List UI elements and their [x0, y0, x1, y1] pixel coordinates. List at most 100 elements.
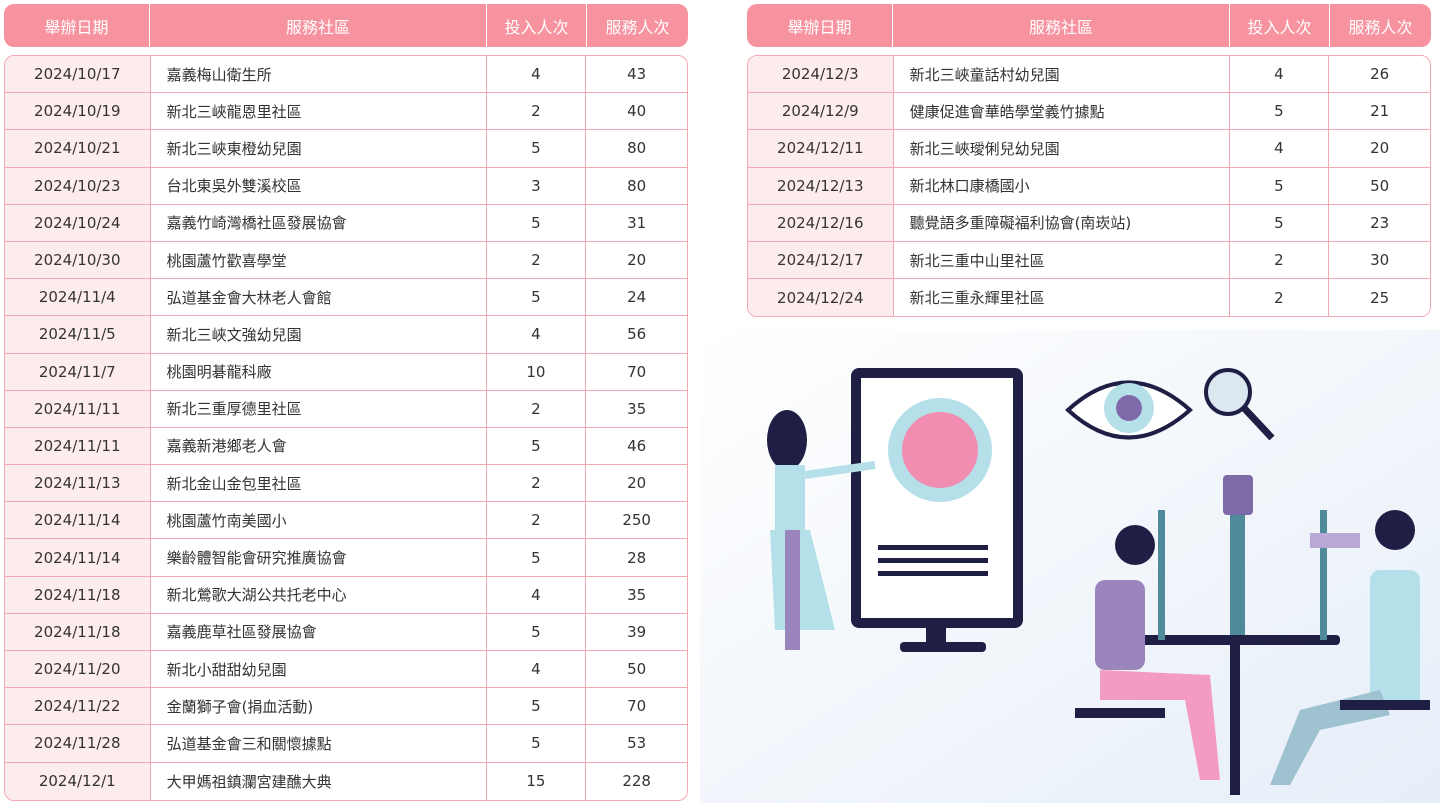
- date-cell: 2024/11/11: [5, 427, 151, 465]
- table-row: 2024/12/16 聽覺語多重障礙福利協會(南崁站) 5 23: [748, 204, 1430, 242]
- table-header: 舉辦日期 服務社區 投入人次 服務人次: [747, 4, 1431, 47]
- date-cell: 2024/12/24: [748, 279, 894, 317]
- date-cell: 2024/10/24: [5, 204, 151, 241]
- date-cell: 2024/10/23: [5, 167, 151, 204]
- staff-count-cell: 5: [487, 688, 587, 725]
- served-count-cell: 31: [627, 213, 647, 232]
- served-count-cell: 80: [627, 176, 647, 195]
- table-row: 2024/11/18 新北鶯歌大湖公共托老中心 4 35: [5, 576, 687, 614]
- community-cell: 新北鶯歌大湖公共托老中心: [151, 576, 487, 613]
- served-count-cell: 30: [1370, 251, 1390, 270]
- community-cell: 新北三峽璦俐兒幼兒園: [894, 130, 1230, 167]
- column-header: 投入人次: [487, 4, 587, 47]
- date-cell: 2024/10/17: [5, 56, 151, 93]
- staff-count-cell: 4: [1230, 130, 1330, 167]
- community-cell: 金蘭獅子會(捐血活動): [151, 688, 487, 725]
- table-body: 2024/10/17 嘉義梅山衛生所 4 43 2024/10/19 新北三峽龍恩里社區 2…: [4, 55, 688, 801]
- column-header: 服務人次: [1348, 17, 1413, 37]
- column-header: 投入人次: [1230, 4, 1330, 47]
- date-cell: 2024/11/11: [5, 390, 151, 427]
- table-row: 2024/11/7 桃園明碁龍科廠 10 70: [5, 353, 687, 391]
- staff-count-cell: 4: [487, 316, 587, 353]
- table-row: 2024/11/14 桃園蘆竹南美國小 2 250: [5, 502, 687, 540]
- eye-exam-equipment-icon: [1140, 475, 1340, 795]
- community-cell: 桃園明碁龍科廠: [151, 353, 487, 390]
- staff-count-cell: 4: [487, 56, 587, 93]
- staff-count-cell: 4: [1230, 56, 1330, 93]
- table-row: 2024/10/30 桃園蘆竹歡喜學堂 2 20: [5, 241, 687, 280]
- staff-count-cell: 5: [1230, 204, 1330, 241]
- served-count-cell: 21: [1370, 102, 1390, 121]
- community-cell: 嘉義鹿草社區發展協會: [151, 613, 487, 650]
- table-row: 2024/11/20 新北小甜甜幼兒園 4 50: [5, 651, 687, 689]
- served-count-cell: 228: [622, 772, 651, 791]
- date-cell: 2024/11/20: [5, 651, 151, 688]
- served-count-cell: 70: [627, 362, 647, 381]
- date-cell: 2024/12/3: [748, 56, 894, 93]
- community-cell: 台北東吳外雙溪校區: [151, 167, 487, 204]
- date-cell: 2024/11/4: [5, 279, 151, 316]
- table-row: 2024/11/28 弘道基金會三和關懷據點 5 53: [5, 725, 687, 763]
- staff-count-cell: 5: [1230, 93, 1330, 130]
- date-cell: 2024/10/21: [5, 130, 151, 167]
- served-count-cell: 39: [627, 622, 647, 641]
- date-cell: 2024/11/18: [5, 576, 151, 613]
- staff-count-cell: 5: [1230, 167, 1330, 204]
- staff-count-cell: 2: [487, 502, 587, 539]
- community-cell: 新北三峽文強幼兒園: [151, 316, 487, 353]
- date-cell: 2024/12/1: [5, 762, 151, 800]
- table-row: 2024/12/17 新北三重中山里社區 2 30: [748, 241, 1430, 280]
- date-cell: 2024/11/14: [5, 502, 151, 539]
- staff-count-cell: 5: [487, 204, 587, 241]
- served-count-cell: 50: [627, 660, 647, 679]
- community-cell: 聽覺語多重障礙福利協會(南崁站): [894, 204, 1230, 241]
- column-header: 服務人次: [605, 17, 670, 37]
- staff-count-cell: 2: [1230, 241, 1330, 279]
- community-cell: 健康促進會華皓學堂義竹據點: [894, 93, 1230, 130]
- staff-count-cell: 5: [487, 130, 587, 167]
- served-count-cell: 80: [627, 139, 647, 158]
- community-cell: 大甲媽祖鎮瀾宮建醮大典: [151, 762, 487, 800]
- served-count-cell: 53: [627, 734, 647, 753]
- community-cell: 新北三峽東橙幼兒園: [151, 130, 487, 167]
- staff-count-cell: 2: [487, 465, 587, 502]
- date-cell: 2024/11/14: [5, 539, 151, 576]
- community-cell: 新北林口康橋國小: [894, 167, 1230, 204]
- staff-count-cell: 2: [487, 241, 587, 279]
- date-cell: 2024/12/11: [748, 130, 894, 167]
- community-cell: 桃園蘆竹歡喜學堂: [151, 241, 487, 279]
- column-header: 舉辦日期: [4, 4, 150, 47]
- served-count-cell: 35: [627, 585, 647, 604]
- service-table-left: 舉辦日期 服務社區 投入人次 服務人次 2024/10/17 嘉義梅山衛生所 4 43 2024…: [4, 4, 688, 801]
- table-row: 2024/11/11 新北三重厚德里社區 2 35: [5, 390, 687, 428]
- table-row: 2024/10/23 台北東吳外雙溪校區 3 80: [5, 167, 687, 205]
- community-cell: 樂齡體智能會研究推廣協會: [151, 539, 487, 576]
- table-row: 2024/10/24 嘉義竹崎灣橋社區發展協會 5 31: [5, 204, 687, 242]
- table-row: 2024/11/5 新北三峽文強幼兒園 4 56: [5, 316, 687, 354]
- date-cell: 2024/12/9: [748, 93, 894, 130]
- date-cell: 2024/11/13: [5, 465, 151, 502]
- column-header: 服務社區: [150, 4, 487, 47]
- date-cell: 2024/10/19: [5, 93, 151, 130]
- served-count-cell: 35: [627, 399, 647, 418]
- eye-exam-illustration: [700, 330, 1440, 803]
- served-count-cell: 28: [627, 548, 647, 567]
- table-row: 2024/10/19 新北三峽龍恩里社區 2 40: [5, 93, 687, 131]
- staff-count-cell: 4: [487, 576, 587, 613]
- date-cell: 2024/12/16: [748, 204, 894, 241]
- staff-count-cell: 5: [487, 427, 587, 465]
- table-row: 2024/11/13 新北金山金包里社區 2 20: [5, 465, 687, 503]
- served-count-cell: 70: [627, 697, 647, 716]
- table-row: 2024/10/21 新北三峽東橙幼兒園 5 80: [5, 130, 687, 168]
- served-count-cell: 26: [1370, 65, 1390, 84]
- served-count-cell: 43: [627, 65, 647, 84]
- date-cell: 2024/12/17: [748, 241, 894, 279]
- staff-count-cell: 2: [487, 390, 587, 427]
- table-row: 2024/10/17 嘉義梅山衛生所 4 43: [5, 56, 687, 94]
- served-count-cell: 20: [627, 474, 647, 493]
- served-count-cell: 20: [1370, 139, 1390, 158]
- community-cell: 嘉義梅山衛生所: [151, 56, 487, 93]
- table-row: 2024/11/18 嘉義鹿草社區發展協會 5 39: [5, 613, 687, 651]
- table-header: 舉辦日期 服務社區 投入人次 服務人次: [4, 4, 688, 47]
- table-row: 2024/11/11 嘉義新港鄉老人會 5 46: [5, 427, 687, 466]
